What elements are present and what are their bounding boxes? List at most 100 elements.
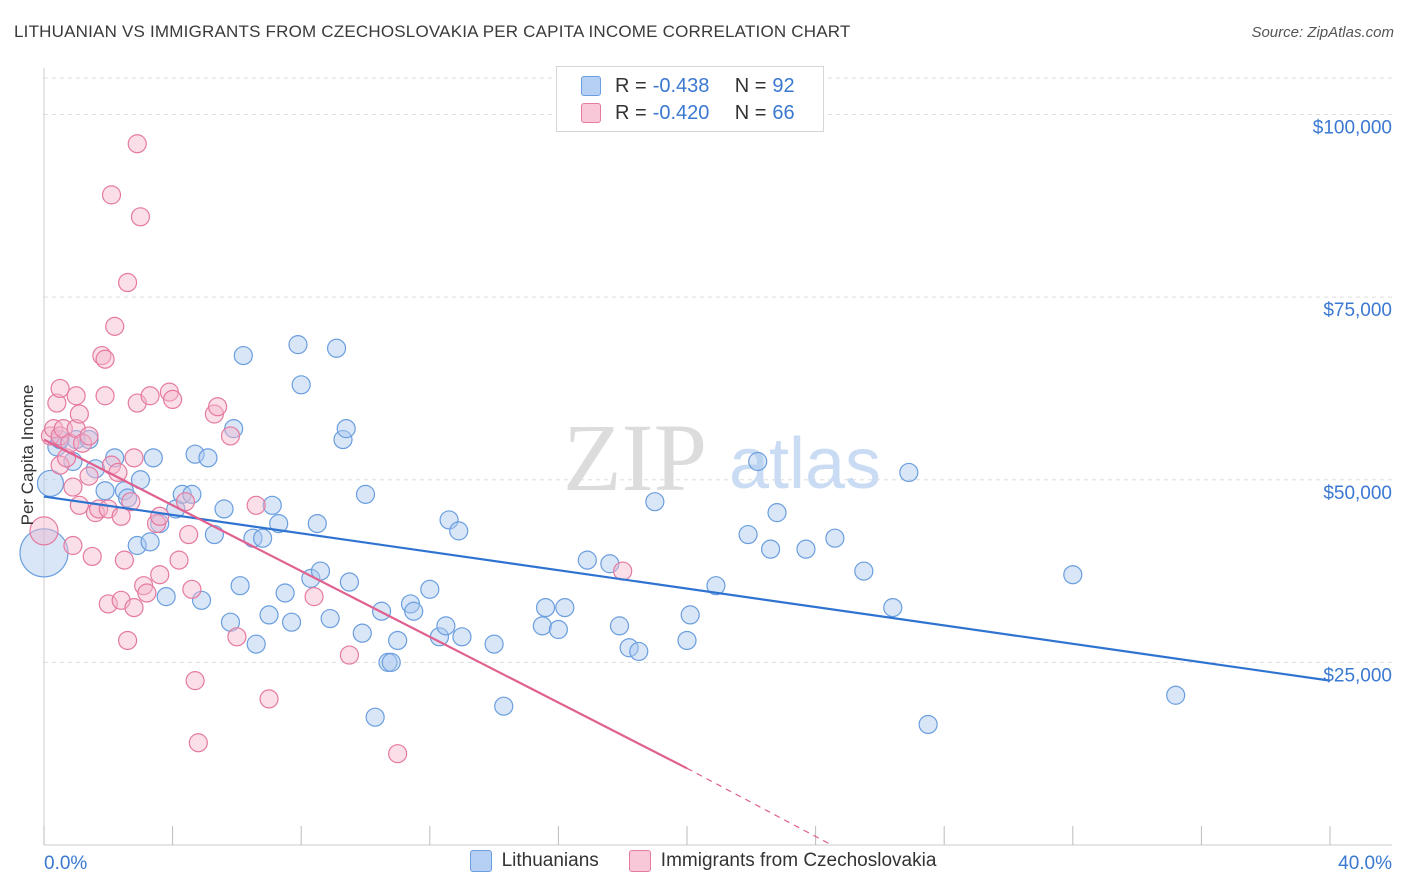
tick-labels: $25,000 $50,000 $75,000 $100,000 0.0% 40.0% [44,118,1392,874]
data-point-czechoslovakia [130,207,151,227]
data-point-czechoslovakia [95,349,115,369]
data-point-lithuanians [198,448,218,468]
data-point-lithuanians [352,623,372,643]
data-point-lithuanians [680,605,700,625]
legend-n-value: 66 [772,101,795,124]
data-point-czechoslovakia [50,455,70,475]
data-point-czechoslovakia [92,345,112,366]
data-point-czechoslovakia [124,448,144,468]
series-czechoslovakia [29,134,633,764]
data-point-czechoslovakia [304,587,324,607]
data-point-lithuanians [365,707,385,727]
data-point-lithuanians [825,528,845,548]
data-point-czechoslovakia [150,506,170,526]
watermark-zip: ZIP [563,404,707,511]
data-point-lithuanians [117,488,138,508]
data-point-czechoslovakia [82,546,102,567]
legend-swatch-blue [581,76,601,96]
y-tick-label: $50,000 [1323,483,1392,504]
data-point-lithuanians [275,583,295,603]
data-point-lithuanians [629,641,649,662]
data-point-czechoslovakia [95,386,115,406]
data-point-lithuanians [288,335,308,355]
data-point-czechoslovakia [79,426,99,446]
legend-swatch-blue [469,850,492,872]
data-point-lithuanians [253,528,273,548]
chart-source: Source: ZipAtlas.com [1251,24,1394,41]
data-point-lithuanians [548,619,569,640]
data-point-lithuanians [230,576,250,596]
chart-title: LITHUANIAN VS IMMIGRANTS FROM CZECHOSLOV… [14,22,851,41]
data-point-lithuanians [233,345,253,366]
data-point-lithuanians [281,612,302,632]
data-point-lithuanians [555,597,575,618]
data-point-lithuanians [259,605,279,625]
watermark: ZIP atlas [563,404,881,511]
data-point-lithuanians [1063,565,1083,585]
legend-label-lithuanians: Lithuanians [501,850,599,871]
data-point-czechoslovakia [79,466,99,486]
data-point-czechoslovakia [246,495,266,515]
data-point-czechoslovakia [140,386,160,406]
data-point-lithuanians [182,484,202,504]
legend-item-lithuanians[interactable]: Lithuanians [469,850,599,872]
data-point-lithuanians [706,576,726,596]
data-point-czechoslovakia [150,565,170,585]
legend-n-value: 92 [772,74,795,97]
data-point-lithuanians [326,338,347,358]
data-point-czechoslovakia [185,671,205,691]
data-point-lithuanians [532,616,552,636]
data-point-lithuanians [854,561,874,581]
data-point-czechoslovakia [44,419,64,439]
data-point-lithuanians [291,375,311,395]
data-point-lithuanians [355,484,376,504]
data-point-lithuanians [307,513,327,534]
data-point-lithuanians [191,590,212,610]
data-point-czechoslovakia [208,397,228,417]
data-point-czechoslovakia [127,134,147,154]
data-point-lithuanians [494,696,514,716]
data-point-lithuanians [436,616,456,636]
data-point-lithuanians [140,532,160,552]
legend-swatch-pink [628,850,651,872]
data-point-lithuanians [677,630,697,651]
data-point-czechoslovakia [66,386,86,406]
data-point-czechoslovakia [108,462,128,483]
data-point-lithuanians [1166,685,1186,705]
data-point-czechoslovakia [227,627,247,647]
data-point-lithuanians [269,513,289,534]
data-point-czechoslovakia [69,404,89,424]
data-point-lithuanians [381,652,401,672]
data-point-czechoslovakia [98,594,118,614]
legend-item-czechoslovakia[interactable]: Immigrants from Czechoslovakia [628,850,936,872]
legend-row-czechoslovakia: R = -0.420 N = 66 [581,100,795,126]
data-point-czechoslovakia [105,316,125,336]
x-tick-label-min: 0.0% [44,853,87,874]
data-point-czechoslovakia [117,630,138,651]
data-point-lithuanians [619,638,639,658]
trend-line-lithuanians [43,495,1331,682]
data-point-czechoslovakia [613,561,633,581]
trend-layer [43,438,1331,846]
data-point-lithuanians [738,524,758,545]
data-point-czechoslovakia [50,378,70,399]
data-point-lithuanians [336,419,356,439]
data-point-lithuanians [899,462,919,483]
data-point-lithuanians [748,451,768,472]
data-point-czechoslovakia [169,550,189,570]
legend-r-value: -0.438 [652,74,710,97]
data-point-czechoslovakia [63,477,83,497]
grid-layer [44,77,1392,663]
data-point-czechoslovakia [121,492,141,512]
data-point-lithuanians [339,572,360,592]
data-point-lithuanians [883,597,903,618]
data-point-czechoslovakia [117,272,138,293]
data-point-lithuanians [918,714,938,735]
data-point-czechoslovakia [101,185,122,205]
x-tick-label-max: 40.0% [1338,853,1392,874]
data-point-lithuanians [484,634,504,654]
legend-r-value: -0.420 [652,101,710,124]
data-point-lithuanians [333,429,353,450]
data-point-czechoslovakia [69,495,89,515]
